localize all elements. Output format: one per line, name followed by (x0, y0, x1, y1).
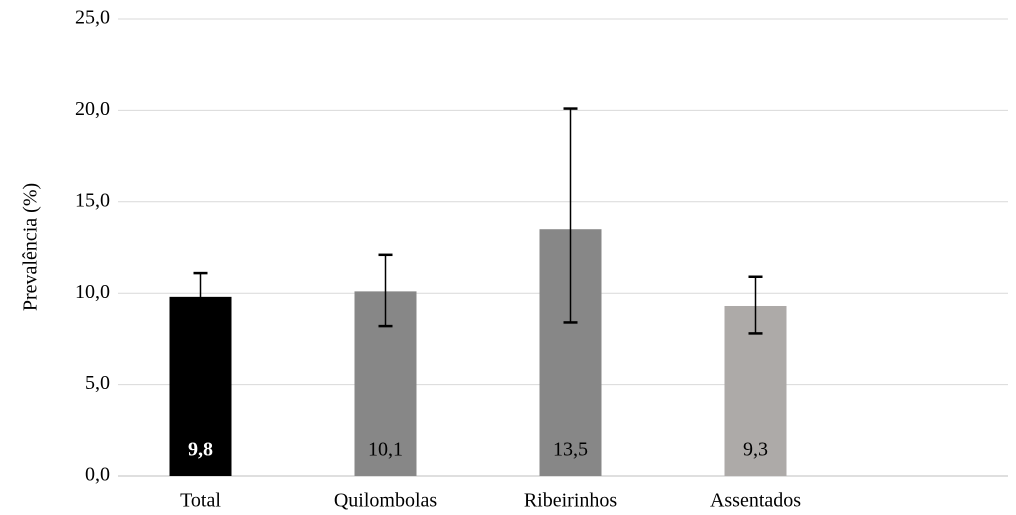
data-label: 9,3 (743, 439, 768, 461)
y-tick-labels: 0,0 5,0 10,0 15,0 20,0 25,0 (75, 7, 110, 486)
y-tick-label: 20,0 (75, 98, 110, 120)
x-tick-label: Ribeirinhos (524, 490, 618, 512)
bars (169, 229, 787, 476)
x-tick-label: Quilombolas (334, 490, 438, 512)
y-axis-label: Prevalência (%) (20, 183, 42, 311)
data-label: 13,5 (553, 439, 588, 461)
data-label: 10,1 (368, 439, 403, 461)
y-tick-label: 0,0 (85, 464, 110, 486)
bar-total (169, 296, 232, 476)
x-tick-label: Total (180, 490, 221, 512)
error-bars (193, 107, 763, 335)
y-tick-label: 10,0 (75, 281, 110, 303)
y-tick-label: 15,0 (75, 189, 110, 211)
x-tick-label: Assentados (710, 490, 801, 512)
y-tick-label: 25,0 (75, 7, 110, 29)
data-label: 9,8 (188, 439, 213, 461)
data-labels: 9,8 10,1 13,5 9,3 (188, 439, 768, 461)
x-tick-labels: Total Quilombolas Ribeirinhos Assentados (180, 490, 801, 512)
y-tick-label: 5,0 (85, 372, 110, 394)
